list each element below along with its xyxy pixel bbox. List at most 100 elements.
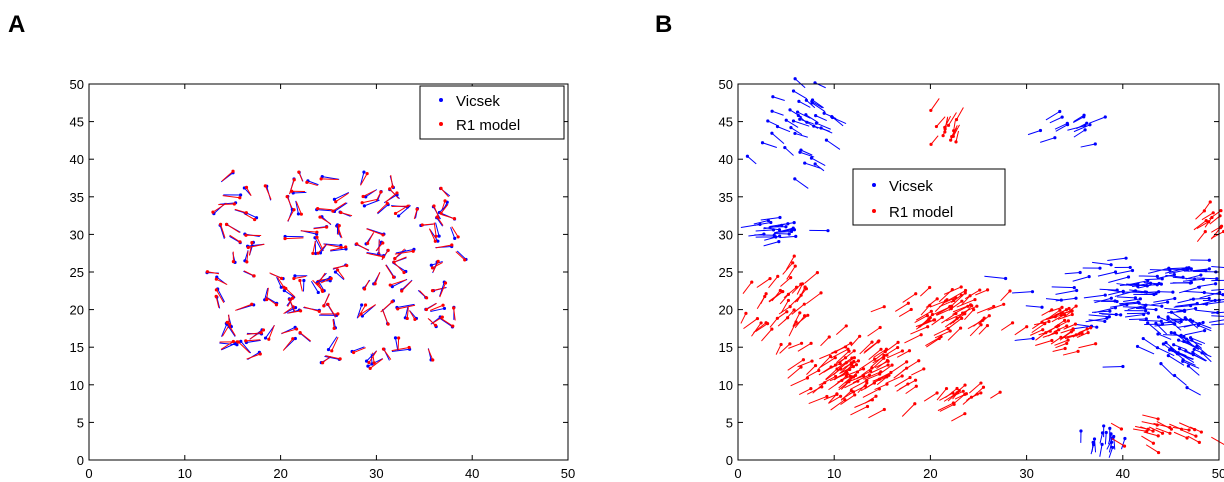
vicsek-arrow: [1072, 275, 1091, 282]
vicsek-arrow-point: [1072, 286, 1076, 290]
r1-model-arrow-point: [889, 370, 893, 375]
r1-model-arrow: [292, 275, 307, 281]
r1-model-arrow: [333, 263, 349, 269]
r1-model-arrow-shaft: [226, 322, 236, 337]
r1-model-arrow-point: [338, 357, 342, 361]
r1-model-arrow-point: [441, 303, 445, 307]
r1-model-arrow: [231, 251, 236, 264]
r1-model-arrow: [1054, 318, 1067, 328]
vicsek-arrow: [429, 228, 440, 243]
r1-model-arrow-point: [1156, 434, 1160, 438]
r1-model-arrow: [976, 304, 996, 314]
vicsek-arrow: [1156, 315, 1174, 324]
r1-model-arrow: [819, 356, 837, 368]
r1-model-arrow-point: [905, 360, 909, 364]
r1-model-arrow: [451, 226, 460, 239]
r1-model-arrow-shaft: [937, 402, 954, 412]
vicsek-arrow: [1126, 311, 1150, 315]
vicsek-arrow-point: [809, 156, 814, 160]
r1-model-arrow-shaft: [1047, 309, 1061, 319]
vicsek-arrow-shaft: [815, 115, 827, 122]
vicsek-arrow-shaft: [1099, 444, 1103, 457]
vicsek-arrow-shaft: [764, 235, 780, 241]
r1-model-arrow: [954, 130, 960, 144]
r1-model-arrow-point: [948, 329, 952, 333]
r1-model-arrow-point: [388, 187, 392, 191]
r1-model-arrow-point: [267, 337, 271, 341]
r1-model-arrow-point: [411, 249, 415, 253]
r1-model-arrow-shaft: [277, 277, 285, 288]
vicsek-arrow-point: [1189, 304, 1193, 308]
r1-model-arrow-point: [1064, 308, 1069, 312]
vicsek-arrow-point: [1155, 274, 1159, 278]
vicsek-arrow-shaft: [1195, 309, 1218, 314]
vicsek-arrow-shaft: [1191, 339, 1203, 349]
vicsek-arrow-shaft: [1177, 298, 1194, 304]
r1-model-arrow-shaft: [742, 281, 753, 295]
vicsek-arrow-shaft: [1182, 359, 1196, 366]
vicsek-arrow-shaft: [276, 276, 282, 288]
r1-model-arrow: [361, 189, 376, 199]
vicsek-arrow-point: [1186, 340, 1190, 344]
r1-model-arrow-shaft: [286, 196, 293, 209]
r1-model-arrow: [244, 233, 262, 237]
r1-model-arrow-shaft: [362, 198, 379, 204]
r1-model-arrow: [235, 302, 254, 311]
r1-model-arrow-point: [1218, 226, 1223, 230]
r1-model-arrow: [1209, 214, 1222, 225]
vicsek-arrow-point: [1190, 338, 1194, 342]
vicsek-arrow: [302, 278, 306, 292]
vicsek-arrow-point: [784, 118, 788, 122]
vicsek-arrow: [1102, 424, 1106, 438]
r1-model-arrow: [779, 292, 791, 305]
vicsek-arrow: [295, 200, 301, 216]
vicsek-arrow-shaft: [1089, 116, 1106, 124]
r1-model-arrow-point: [799, 282, 803, 286]
r1-model-arrow-point: [298, 278, 302, 283]
r1-model-arrow-point: [1067, 306, 1071, 311]
vicsek-arrow-point: [787, 232, 791, 236]
vicsek-arrow-point: [1172, 343, 1176, 347]
y-tick-label: 40: [70, 152, 84, 167]
r1-model-arrow-point: [1044, 331, 1048, 335]
r1-model-arrow-shaft: [915, 319, 935, 328]
r1-model-arrow-point: [785, 310, 789, 314]
r1-model-arrow-point: [979, 323, 983, 327]
r1-model-arrow: [367, 350, 377, 365]
vicsek-arrow-point: [1157, 281, 1161, 286]
r1-model-arrow-point: [1070, 309, 1074, 313]
r1-model-arrow-shaft: [743, 318, 758, 330]
vicsek-arrow-shaft: [1088, 314, 1110, 318]
vicsek-arrow-shaft: [221, 323, 228, 337]
r1-model-arrow: [326, 302, 337, 318]
r1-model-arrow-point: [896, 345, 900, 350]
vicsek-arrow-point: [814, 121, 818, 125]
r1-model-arrow-shaft: [934, 330, 951, 339]
vicsek-arrow: [223, 193, 243, 197]
y-tick-label: 30: [719, 227, 733, 242]
vicsek-arrow-point: [1115, 299, 1119, 304]
vicsek-arrow-shaft: [753, 220, 769, 225]
r1-model-arrow-shaft: [1042, 316, 1056, 321]
r1-model-arrow: [885, 374, 904, 384]
vicsek-arrow-point: [1108, 426, 1112, 430]
r1-model-arrow-shaft: [1178, 422, 1195, 431]
y-tick-label: 40: [719, 152, 733, 167]
vicsek-arrow: [1188, 336, 1206, 345]
vicsek-arrow-shaft: [1158, 316, 1174, 324]
vicsek-arrow-shaft: [1108, 447, 1114, 458]
vicsek-arrow-point: [453, 236, 457, 240]
vicsek-arrow: [1120, 436, 1127, 450]
r1-model-arrow-point: [963, 291, 967, 295]
r1-model-arrow-shaft: [360, 173, 368, 186]
r1-model-arrow-shaft: [432, 261, 439, 273]
vicsek-arrow-shaft: [1073, 325, 1092, 330]
vicsek-arrow-point: [1109, 432, 1113, 436]
r1-model-arrow: [222, 195, 242, 200]
r1-model-arrow: [214, 277, 228, 286]
vicsek-arrow-point: [1105, 316, 1109, 320]
vicsek-arrow-shaft: [813, 125, 830, 132]
vicsek-arrow-shaft: [1148, 267, 1169, 274]
